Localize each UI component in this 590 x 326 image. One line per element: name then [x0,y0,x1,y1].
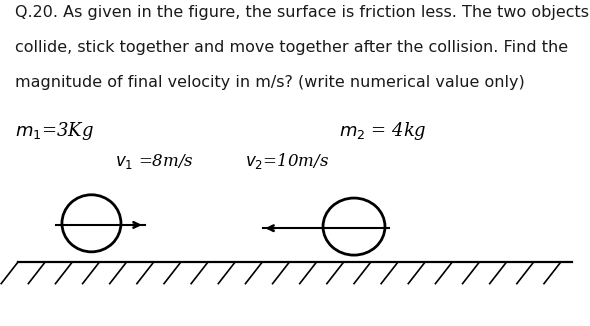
Text: $v_1$ =8m/s: $v_1$ =8m/s [115,152,194,171]
Text: collide, stick together and move together after the collision. Find the: collide, stick together and move togethe… [15,40,568,55]
Text: $m_1$=3Kg: $m_1$=3Kg [15,120,94,142]
Text: $v_2$=10m/s: $v_2$=10m/s [245,151,329,171]
Ellipse shape [62,195,121,252]
Text: $m_2$ = 4kg: $m_2$ = 4kg [339,120,427,142]
Text: magnitude of final velocity in m/s? (write numerical value only): magnitude of final velocity in m/s? (wri… [15,75,525,90]
Ellipse shape [323,198,385,255]
Text: Q.20. As given in the figure, the surface is friction less. The two objects: Q.20. As given in the figure, the surfac… [15,5,589,20]
